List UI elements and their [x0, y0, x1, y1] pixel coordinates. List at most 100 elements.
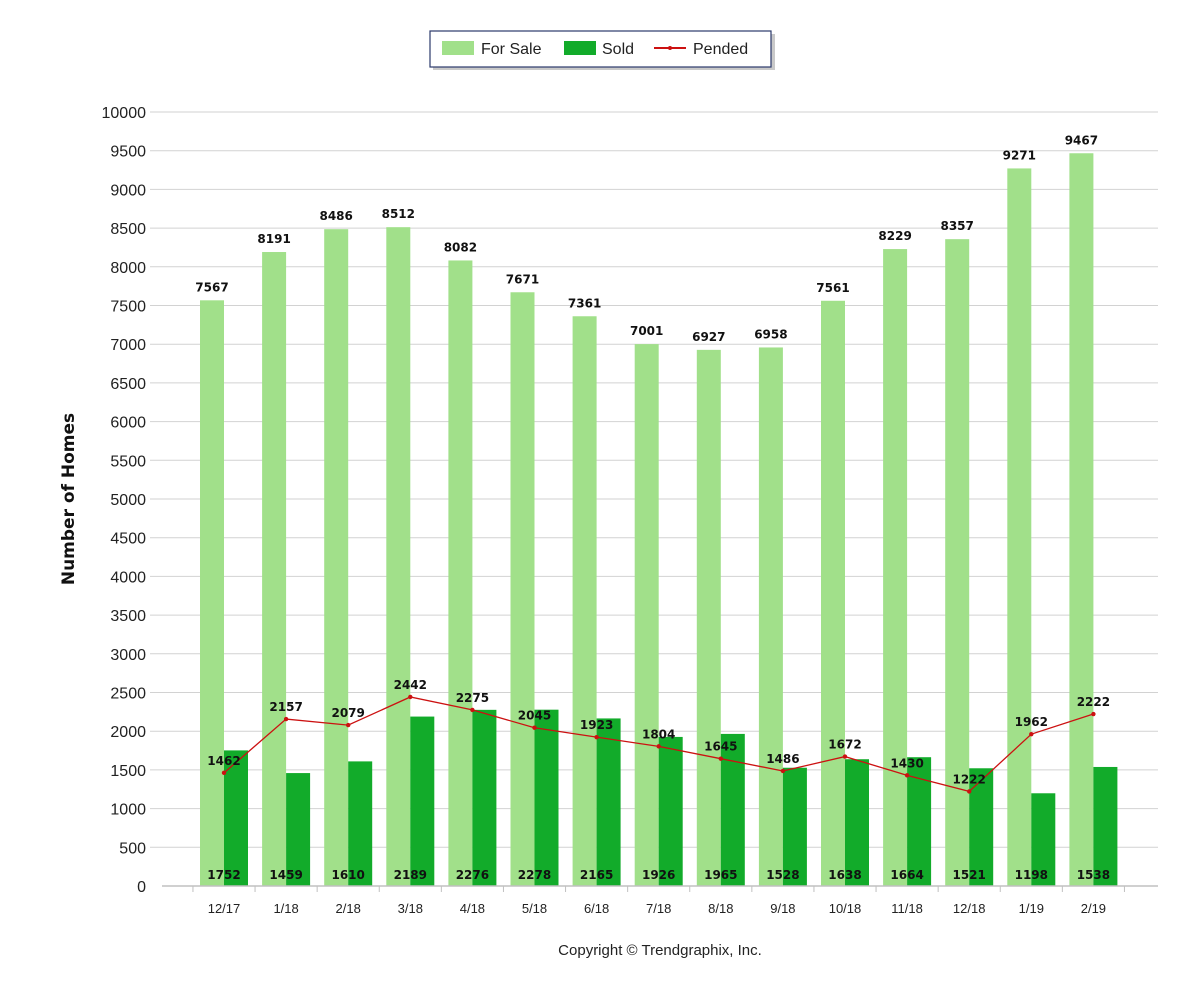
bar-sold — [720, 733, 745, 886]
y-tick-label: 5500 — [110, 453, 146, 470]
legend-box — [429, 30, 772, 68]
x-tick-label: 12/17 — [208, 901, 241, 916]
pended-point — [904, 773, 910, 778]
bar-sold — [286, 773, 311, 886]
data-label-sold: 2276 — [456, 868, 489, 882]
data-label-pended: 2275 — [456, 691, 489, 705]
data-label-for-sale: 6927 — [692, 330, 725, 344]
y-tick-label: 1000 — [110, 802, 146, 819]
x-tick-label: 3/18 — [398, 901, 423, 916]
data-label-sold: 1459 — [269, 868, 302, 882]
x-tick-label: 4/18 — [460, 901, 485, 916]
bar-for-sale — [200, 300, 224, 886]
bar-sold — [782, 767, 807, 886]
pended-point — [1029, 731, 1034, 737]
data-label-for-sale: 8082 — [444, 240, 477, 254]
data-label-pended: 1645 — [704, 740, 737, 754]
data-label-for-sale: 7671 — [506, 272, 539, 286]
legend-label-sold: Sold — [602, 41, 634, 58]
data-label-for-sale: 8229 — [878, 229, 911, 243]
data-label-sold: 1752 — [207, 868, 240, 882]
bar-sold — [596, 718, 621, 886]
data-label-sold: 1638 — [828, 868, 861, 882]
bar-for-sale — [572, 316, 597, 886]
bar-for-sale — [696, 349, 721, 886]
x-axis-ticks: 12/17 1/18 2/18 3/18 4/18 5/18 6/18 7/18 8/18 9/1… — [192, 886, 1125, 916]
legend-label-pended: Pended — [693, 41, 748, 58]
bar-for-sale — [510, 292, 535, 886]
data-label-pended: 2045 — [518, 709, 551, 723]
data-label-pended: 2079 — [331, 706, 364, 720]
x-tick-label: 12/18 — [953, 901, 986, 916]
pended-point — [408, 694, 413, 700]
data-label-pended: 1222 — [952, 772, 985, 786]
pended-point — [532, 725, 537, 730]
pended-point — [780, 768, 786, 774]
data-label-pended: 1962 — [1015, 715, 1048, 729]
x-tick-label: 7/18 — [646, 901, 671, 916]
y-tick-label: 500 — [119, 840, 146, 857]
data-label-for-sale: 8357 — [940, 219, 973, 233]
legend: For Sale Sold Pended — [429, 30, 775, 70]
data-label-sold: 1610 — [331, 868, 364, 882]
data-label-for-sale: 7001 — [630, 324, 663, 338]
y-axis-label: Number of Homes — [59, 413, 79, 585]
data-label-sold: 1965 — [704, 868, 737, 882]
legend-swatch-sold — [564, 41, 596, 55]
x-tick-label: 1/19 — [1019, 901, 1044, 916]
y-tick-label: 1500 — [110, 763, 146, 780]
y-tick-label: 0 — [137, 879, 146, 896]
data-label-sold: 2278 — [518, 868, 551, 882]
pended-point — [346, 722, 351, 728]
x-tick-label: 2/19 — [1081, 901, 1106, 916]
bar-sold — [348, 761, 373, 886]
data-label-sold: 2165 — [580, 868, 613, 882]
data-label-for-sale: 8191 — [257, 232, 290, 246]
bar-sold — [224, 750, 248, 886]
data-label-sold: 1538 — [1077, 868, 1110, 882]
x-tick-label: 9/18 — [770, 901, 795, 916]
bar-sold — [658, 736, 683, 886]
data-label-sold: 1926 — [642, 868, 675, 882]
bar-for-sale — [634, 344, 659, 887]
data-label-for-sale: 9271 — [1003, 148, 1036, 162]
y-tick-label: 6000 — [110, 415, 146, 432]
data-label-for-sale: 7567 — [195, 280, 228, 294]
bars — [200, 153, 1118, 887]
bar-for-sale — [386, 227, 411, 886]
y-axis-ticks: 0 500 1000 1500 2000 2500 3000 3500 4000 4500 5000… — [102, 105, 147, 896]
x-tick-label: 6/18 — [584, 901, 609, 916]
data-label-pended: 2442 — [394, 678, 427, 692]
y-tick-label: 9500 — [110, 144, 146, 161]
data-label-sold: 1528 — [766, 868, 799, 882]
data-label-pended: 1804 — [642, 727, 675, 741]
data-label-pended: 1923 — [580, 718, 613, 732]
y-tick-label: 10000 — [102, 105, 147, 122]
pended-point — [656, 744, 661, 749]
data-labels: 7567 1752 8191 1459 8486 1610 8512 2189 8082 2276… — [195, 133, 1110, 882]
y-tick-label: 3500 — [110, 608, 146, 625]
bar-sold — [1031, 793, 1056, 886]
bar-for-sale — [883, 249, 908, 887]
y-tick-label: 3000 — [110, 647, 146, 664]
data-label-for-sale: 7361 — [568, 296, 601, 310]
bar-for-sale — [821, 300, 845, 887]
bar-sold — [534, 709, 559, 886]
pended-point — [842, 754, 848, 759]
bar-for-sale — [1007, 168, 1032, 886]
y-tick-label: 7000 — [110, 337, 146, 354]
pended-line — [221, 694, 1096, 794]
bar-sold — [410, 716, 435, 886]
bar-sold — [472, 709, 497, 886]
pended-point — [967, 789, 972, 794]
y-tick-label: 5000 — [110, 492, 146, 509]
pended-point — [283, 716, 289, 722]
bar-for-sale — [448, 260, 473, 886]
data-label-pended: 1672 — [828, 738, 861, 752]
legend-swatch-for-sale — [442, 41, 474, 55]
x-tick-label: 8/18 — [708, 901, 733, 916]
copyright-text: Copyright © Trendgraphix, Inc. — [558, 942, 762, 959]
y-tick-label: 9000 — [110, 182, 146, 199]
bar-for-sale — [262, 252, 287, 886]
